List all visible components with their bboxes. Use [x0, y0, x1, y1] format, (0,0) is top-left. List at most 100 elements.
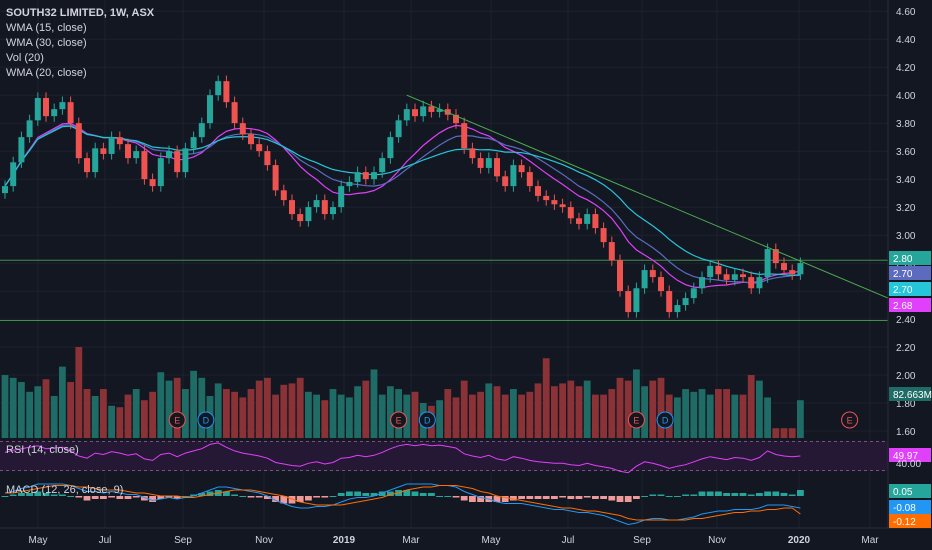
- legend-study-wma15[interactable]: WMA (15, close): [6, 22, 87, 34]
- y-tick-label: 1.80: [896, 399, 916, 410]
- volume-bar: [477, 391, 484, 438]
- candle-body: [395, 120, 402, 138]
- legend-symbol[interactable]: SOUTH32 LIMITED, 1W, ASX: [6, 7, 155, 19]
- volume-bar: [583, 380, 591, 438]
- candle-body: [346, 181, 353, 187]
- macd-histogram-bar: [354, 491, 361, 496]
- macd-histogram-bar: [182, 496, 189, 497]
- macd-histogram-bar: [190, 494, 197, 496]
- price-tag-bg: [889, 251, 931, 265]
- macd-histogram-bar: [723, 493, 730, 496]
- macd-histogram-bar: [141, 496, 148, 501]
- candle-body: [239, 123, 246, 135]
- candle-body: [157, 158, 164, 187]
- macd-histogram-bar: [305, 496, 312, 501]
- macd-histogram-bar: [739, 493, 747, 496]
- volume-bar: [436, 400, 443, 438]
- candle-body: [781, 263, 787, 271]
- macd-histogram-bar: [296, 496, 304, 502]
- macd-histogram-bar: [206, 491, 214, 496]
- volume-bar: [59, 366, 66, 438]
- earnings-marker-label: D: [424, 416, 431, 426]
- legend-study-wma30[interactable]: WMA (30, close): [6, 37, 87, 49]
- horizontal-levels: [0, 259, 888, 321]
- macd-histogram-bar: [239, 496, 247, 497]
- volume-bar: [780, 428, 788, 438]
- volume-bar: [723, 389, 730, 438]
- volume-bar: [26, 391, 33, 438]
- macd-histogram-bar: [649, 494, 657, 496]
- candle-body: [26, 120, 33, 138]
- volume-bar: [788, 428, 796, 438]
- earnings-marker-circle: [168, 411, 186, 429]
- candle-body: [313, 200, 320, 208]
- macd-histogram-bar: [460, 496, 468, 501]
- trendline: [406, 94, 889, 299]
- candle-body: [461, 123, 468, 149]
- macd-histogram-bar: [100, 496, 107, 499]
- macd-histogram-bar: [419, 493, 427, 496]
- volume-bar: [337, 394, 345, 438]
- macd-histogram-bar: [797, 490, 804, 496]
- candle-body: [354, 172, 361, 182]
- volume-bar: [510, 389, 517, 438]
- candle-body: [576, 218, 582, 224]
- y-tick-label: 3.40: [896, 175, 916, 186]
- earnings-marker-label: D: [203, 416, 210, 426]
- candle-body: [297, 214, 304, 222]
- y-tick-label: 4.60: [896, 7, 916, 18]
- macd-histogram-bar: [247, 496, 255, 498]
- macd-histogram-bar: [747, 494, 755, 496]
- candle-body: [207, 95, 213, 124]
- candle-body: [133, 151, 140, 159]
- volume-bar: [223, 389, 230, 438]
- macd-histogram-bar: [288, 496, 296, 504]
- candle-body: [223, 81, 230, 103]
- volume-bar: [354, 386, 361, 438]
- volume-bar: [329, 389, 337, 438]
- candle-body: [338, 186, 345, 208]
- x-tick-label: Nov: [708, 535, 726, 546]
- volume-bar: [764, 397, 771, 438]
- macd-histogram-bar: [444, 496, 452, 497]
- volume-bar: [296, 377, 304, 438]
- volume-bar: [649, 380, 657, 438]
- volume-bar: [534, 383, 542, 438]
- volume-bar: [50, 396, 58, 438]
- volume-bar: [67, 382, 74, 438]
- macd-histogram-bar: [34, 491, 42, 496]
- candle-body: [469, 148, 476, 159]
- candle-body: [699, 277, 705, 289]
- volume-bar: [460, 380, 468, 438]
- macd-histogram-bar: [772, 491, 780, 496]
- volume-bar: [542, 358, 550, 438]
- y-tick-label: 3.60: [896, 147, 916, 158]
- candle-body: [379, 158, 386, 173]
- volume-bar: [739, 394, 747, 438]
- legend-study-wma20[interactable]: WMA (20, close): [6, 67, 87, 79]
- earnings-marker-circle: [390, 411, 408, 429]
- x-tick-label: Mar: [402, 535, 420, 546]
- volume-bar: [559, 383, 566, 438]
- signal-value-tag-bg: [889, 514, 931, 528]
- x-tick-label: May: [482, 535, 501, 546]
- macd-histogram-bar: [518, 496, 525, 499]
- candle-body: [715, 265, 722, 275]
- candle-body: [690, 288, 697, 299]
- candle-body: [125, 144, 131, 159]
- macd-label[interactable]: MACD (12, 26, close, 9): [6, 484, 124, 496]
- volume-bar: [370, 369, 378, 438]
- time-axis[interactable]: May Jul Sep Nov 2019 Mar May Jul Sep Nov 2020 Mar: [0, 527, 932, 546]
- macd-histogram-bar: [731, 493, 739, 496]
- legend-study-vol[interactable]: Vol (20): [6, 52, 44, 64]
- macd-histogram-bar: [665, 496, 673, 497]
- rsi-pane: [0, 440, 888, 474]
- volume-bar: [485, 383, 493, 438]
- candle-body: [617, 260, 623, 292]
- price-tag-bg: [889, 298, 931, 312]
- rsi-label[interactable]: RSI (14, close): [6, 444, 79, 456]
- volume-bar: [108, 405, 115, 438]
- volume-bar: [452, 397, 460, 438]
